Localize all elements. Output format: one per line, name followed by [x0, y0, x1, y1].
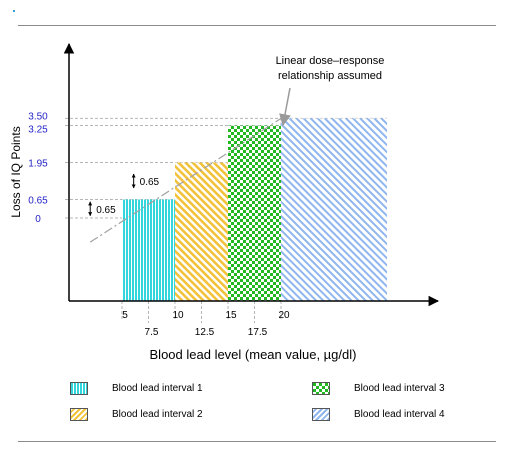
- annotation-text-line-2: relationship assumed: [278, 70, 382, 82]
- y-tick-label: 0.65: [28, 196, 48, 207]
- y-tick-label: 3.25: [28, 125, 48, 136]
- corner-mark: [13, 10, 15, 12]
- bar-interval-2: [175, 162, 228, 301]
- x-tick-label: 20: [278, 310, 290, 321]
- step-label-1: 0.65: [96, 205, 116, 216]
- bottom-rule: [18, 441, 496, 442]
- legend-swatch-3: [312, 382, 330, 395]
- y-tick-label: 0: [35, 214, 41, 225]
- x-tick-label-minor: 7.5: [145, 327, 159, 338]
- legend-label-3: Blood lead interval 3: [354, 383, 445, 394]
- legend-label-2: Blood lead interval 2: [112, 409, 203, 420]
- annotations: 0.65 0.65 Linear dose–response relationship…: [88, 55, 385, 217]
- legend-swatch-1: [70, 382, 88, 395]
- legend-item-interval-2: Blood lead interval 2: [70, 408, 203, 421]
- tick-labels: 0 0.65 1.95 3.25 3.50 5 10 15 20 7.5 12.5 17.5 Blood…: [9, 111, 356, 362]
- legend-label-4: Blood lead interval 4: [354, 409, 445, 420]
- x-axis-title: Blood lead level (mean value, µg/dl): [150, 347, 357, 362]
- legend-label-1: Blood lead interval 1: [112, 383, 203, 394]
- dose-response-line: [89, 117, 282, 243]
- legend-item-interval-1: Blood lead interval 1: [70, 382, 203, 395]
- top-rule: [18, 25, 496, 26]
- legend-item-interval-3: Blood lead interval 3: [312, 382, 445, 395]
- y-tick-label: 1.95: [28, 159, 48, 170]
- bars: [122, 118, 387, 301]
- bar-interval-1: [122, 199, 175, 301]
- x-tick-label-minor: 12.5: [195, 327, 215, 338]
- annotation-pointer: [279, 87, 291, 127]
- step-label-2: 0.65: [140, 177, 160, 188]
- x-tick-label-minor: 17.5: [248, 327, 268, 338]
- x-tick-label: 15: [225, 310, 237, 321]
- bar-interval-4: [281, 118, 387, 301]
- dose-response-line-group: [89, 117, 282, 243]
- legend-swatch-4: [312, 408, 330, 421]
- y-axis-title: Loss of IQ Points: [9, 126, 23, 217]
- annotation-text-line-1: Linear dose–response: [276, 55, 385, 67]
- bar-interval-3: [228, 125, 281, 301]
- legend-item-interval-4: Blood lead interval 4: [312, 408, 445, 421]
- axes: [63, 42, 440, 307]
- x-tick-label: 10: [172, 310, 184, 321]
- legend-swatch-2: [70, 408, 88, 421]
- y-tick-label: 3.50: [28, 111, 48, 122]
- x-tick-label: 5: [122, 310, 128, 321]
